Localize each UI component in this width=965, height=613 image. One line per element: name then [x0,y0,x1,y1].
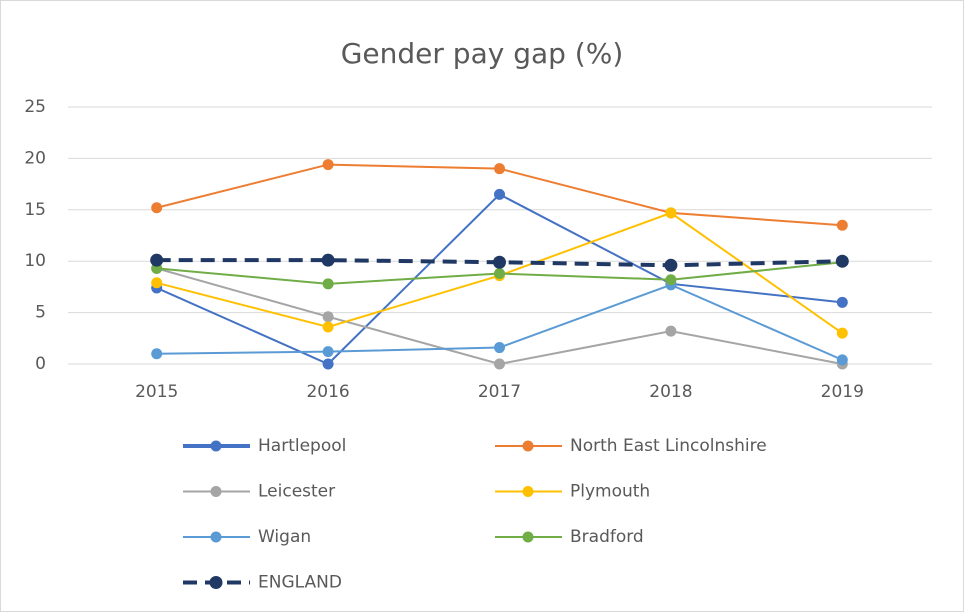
y-tick-label: 20 [24,148,46,168]
data-point [322,159,334,171]
data-point [493,255,506,269]
legend-label: Leicester [258,482,335,502]
data-point [151,202,163,214]
data-point [322,278,334,290]
y-tick-label: 5 [35,303,46,323]
data-point [151,277,163,289]
data-point [836,296,848,308]
data-point [665,207,677,219]
legend-marker [210,531,222,543]
x-tick-label: 2016 [306,382,349,402]
legend-marker [209,576,223,589]
x-tick-label: 2019 [821,382,864,402]
legend-marker [210,486,222,497]
data-point [836,354,848,366]
data-point [494,188,505,200]
x-tick-label: 2017 [478,382,521,402]
data-point [322,346,334,358]
legend-marker [522,531,534,543]
legend-marker [210,440,222,452]
data-point [494,358,505,370]
data-point [322,311,334,323]
data-point [494,268,505,280]
legend-label: ENGLAND [258,573,342,593]
data-point [322,321,334,333]
legend-label: Plymouth [570,482,650,502]
data-point [836,327,848,339]
legend-label: Bradford [570,527,644,547]
chart-title: Gender pay gap (%) [341,37,624,70]
data-point [665,274,677,286]
data-point [494,163,505,175]
y-tick-label: 0 [35,354,46,374]
data-point [664,258,678,272]
legend-label: North East Lincolnshire [570,436,767,456]
data-point [150,253,164,267]
legend-label: Wigan [258,527,311,547]
legend-label: Hartlepool [258,436,346,456]
data-point [836,219,848,231]
y-tick-label: 15 [24,200,46,220]
data-point [665,325,677,337]
data-point [835,254,849,268]
data-point [494,342,505,354]
legend-marker [522,440,534,452]
x-tick-label: 2015 [135,382,178,402]
x-tick-label: 2018 [649,382,692,402]
y-tick-label: 10 [24,251,46,271]
data-point [322,358,334,370]
data-point [321,253,335,267]
data-point [151,348,163,360]
y-tick-label: 25 [24,97,46,117]
legend-marker [522,486,534,497]
